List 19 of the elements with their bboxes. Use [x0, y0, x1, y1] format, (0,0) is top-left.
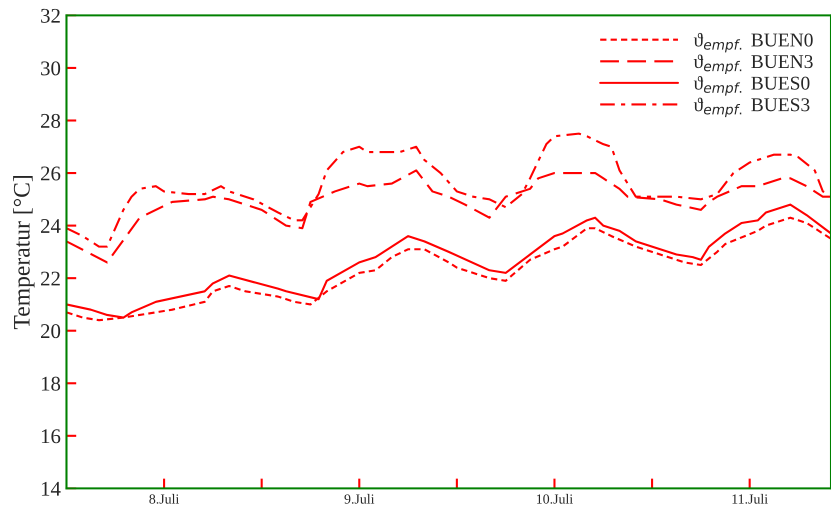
y-tick-label: 16 — [42, 429, 60, 444]
legend-label: ϑ$_{empf.}$ BUEN3 — [694, 54, 813, 74]
x-tick-label: 8.Juli — [149, 494, 180, 504]
legend-label: ϑ$_{empf.}$ BUES0 — [694, 76, 810, 96]
y-tick-label: 28 — [41, 114, 60, 128]
legend-label: ϑ$_{empf.}$ BUEN0 — [694, 32, 813, 52]
y-tick-label: 32 — [41, 8, 60, 23]
y-tick-label: 18 — [42, 376, 60, 391]
x-tick-label: 10.Juli — [536, 494, 573, 504]
y-axis-title: Temperatur [°C] — [13, 176, 35, 330]
y-tick-label: 26 — [41, 166, 60, 180]
x-tick-label: 9.Juli — [344, 494, 374, 504]
y-tick-label: 22 — [41, 272, 60, 286]
y-tick-label: 14 — [42, 482, 61, 496]
y-tick-label: 24 — [41, 219, 61, 233]
y-tick-label: 30 — [41, 61, 60, 76]
y-tick-label: 20 — [41, 324, 60, 338]
legend-label: ϑ$_{empf.}$ BUES3 — [694, 98, 810, 118]
x-tick-label: 11.Juli — [732, 494, 768, 504]
